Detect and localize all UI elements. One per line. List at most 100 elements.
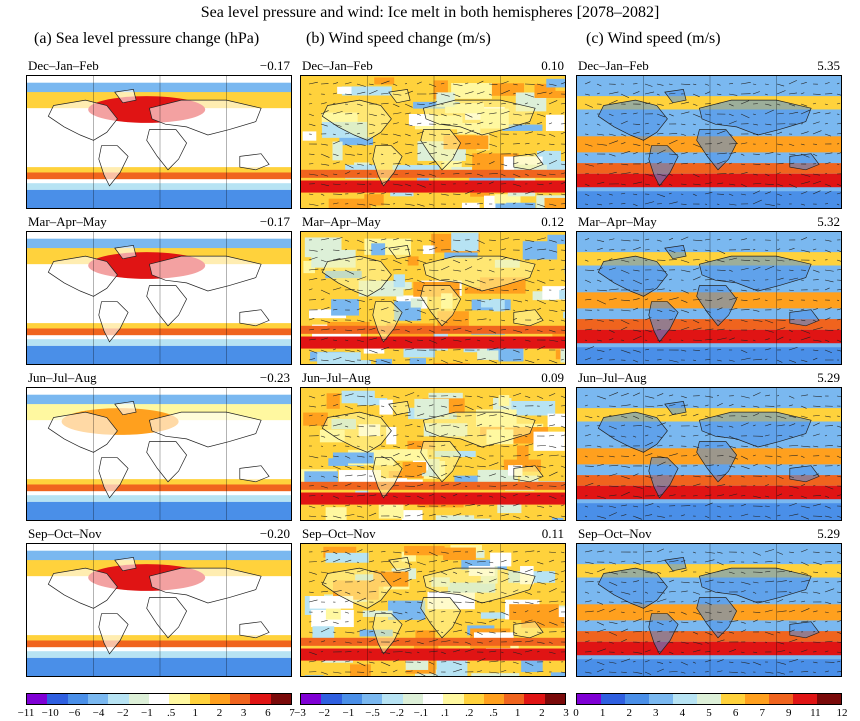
colorbar-tick-label: 3 [563, 707, 569, 719]
colorbar-swatch [673, 694, 697, 704]
map-panel-b-3 [300, 387, 566, 521]
map-field [301, 388, 565, 520]
season-label: Dec–Jan–Feb [302, 58, 373, 73]
colorbar-swatch [361, 694, 383, 704]
colorbar-tick-label: .5 [489, 707, 498, 719]
colorbar-tick-label: .1 [440, 707, 450, 719]
colorbar-tick-label: 1 [599, 707, 606, 719]
colorbar-tick-label: 9 [786, 707, 792, 719]
map-field [301, 76, 565, 208]
map-field [577, 544, 841, 676]
colorbar-tick-label: 11 [810, 707, 821, 719]
colorbar-swatch [250, 694, 271, 704]
colorbar-tick-label: −10 [41, 707, 59, 719]
colorbar-swatch [108, 694, 129, 704]
colorbar-tick-label: −4 [92, 707, 105, 719]
colorbar-swatch [422, 694, 444, 704]
season-label: Mar–Apr–May [578, 214, 657, 229]
map-field [27, 76, 291, 208]
colorbar-tick-label: 3 [240, 707, 247, 719]
map-panel-a-4 [26, 543, 292, 677]
colorbar-tick-label: 7 [289, 707, 295, 719]
column-title-a: (a) Sea level pressure change (hPa) [34, 30, 260, 47]
colorbar-tick-label: 1 [514, 707, 521, 719]
season-label: Jun–Jul–Aug [28, 370, 97, 385]
colorbar-swatch [382, 694, 403, 704]
colorbar-tick-label: 0 [573, 707, 579, 719]
season-label: Mar–Apr–May [28, 214, 107, 229]
colorbar-swatch [128, 694, 149, 704]
colorbar-swatch [189, 694, 210, 704]
season-label: Jun–Jul–Aug [578, 370, 647, 385]
colorbar-swatch [230, 694, 251, 704]
colorbar-tick-label: .2 [465, 707, 474, 719]
colorbar-swatch [769, 694, 793, 704]
map-panel-a-3 [26, 387, 292, 521]
colorbar-tick-label: 6 [265, 707, 271, 719]
colorbar-swatch [463, 694, 484, 704]
season-label: Dec–Jan–Feb [578, 58, 649, 73]
season-label: Dec–Jan–Feb [28, 58, 99, 73]
map-panel-b-1 [300, 75, 566, 209]
global-mean-value: 5.29 [817, 526, 840, 541]
colorbar-tick-label: −.2 [389, 707, 404, 719]
colorbar-swatch [67, 694, 88, 704]
season-label: Sep–Oct–Nov [28, 526, 102, 541]
colorbar-swatch [649, 694, 673, 704]
colorbar-swatch [321, 694, 342, 704]
global-mean-value: 5.29 [817, 370, 840, 385]
global-mean-value: 5.32 [817, 214, 840, 229]
colorbar-tick-label: 3 [653, 707, 659, 719]
colorbar-swatch [504, 694, 525, 704]
global-mean-value: 0.12 [541, 214, 564, 229]
colorbar-swatch [601, 694, 625, 704]
season-label: Sep–Oct–Nov [578, 526, 652, 541]
colorbar-swatch [47, 694, 68, 704]
colorbar-swatch [402, 694, 423, 704]
global-mean-value: 0.09 [541, 370, 564, 385]
colorbar-swatch [625, 694, 649, 704]
map-panel-b-2 [300, 231, 566, 365]
map-field [301, 544, 565, 676]
season-label: Jun–Jul–Aug [302, 370, 371, 385]
colorbar-swatch [341, 694, 362, 704]
map-panel-c-4 [576, 543, 842, 677]
colorbar-tick-label: 1 [192, 707, 199, 719]
colorbar-tick-label: −2 [318, 707, 331, 719]
colorbar-swatch [87, 694, 109, 704]
colorbar-swatch [745, 694, 769, 704]
colorbar-swatch [817, 694, 841, 704]
colorbar-tick-label: 12 [836, 707, 848, 719]
global-mean-value: −0.20 [259, 526, 290, 541]
map-panel-a-1 [26, 75, 292, 209]
colorbar-tick-label: −6 [68, 707, 81, 719]
colorbar-swatch [27, 694, 48, 704]
map-field [27, 388, 291, 520]
global-mean-value: −0.17 [259, 58, 290, 73]
colorbar-swatch [148, 694, 170, 704]
colorbar-tick-label: 2 [216, 707, 223, 719]
colorbar-tick-label: 7 [759, 707, 765, 719]
colorbar-swatch [697, 694, 721, 704]
map-panel-c-3 [576, 387, 842, 521]
colorbar-swatch [524, 694, 545, 704]
map-panel-c-2 [576, 231, 842, 365]
column-title-c: (c) Wind speed (m/s) [586, 30, 721, 47]
map-field [577, 76, 841, 208]
colorbar-tick-label: −1 [342, 707, 355, 719]
colorbar-tick-label: 4 [679, 707, 686, 719]
map-field [577, 232, 841, 364]
colorbar-swatch [301, 694, 322, 704]
season-label: Mar–Apr–May [302, 214, 381, 229]
colorbar-swatch [169, 694, 190, 704]
colorbar-tick-label: 6 [732, 707, 739, 719]
map-panel-b-4 [300, 543, 566, 677]
global-mean-value: 0.10 [541, 58, 564, 73]
map-panel-c-1 [576, 75, 842, 209]
colorbar-tick-label: 5 [706, 707, 712, 719]
colorbar-tick-label: −1 [141, 707, 153, 719]
colorbar-swatch [209, 694, 231, 704]
global-mean-value: −0.23 [259, 370, 290, 385]
colorbar-swatch [483, 694, 505, 704]
colorbar-tick-label: −3 [294, 707, 306, 719]
